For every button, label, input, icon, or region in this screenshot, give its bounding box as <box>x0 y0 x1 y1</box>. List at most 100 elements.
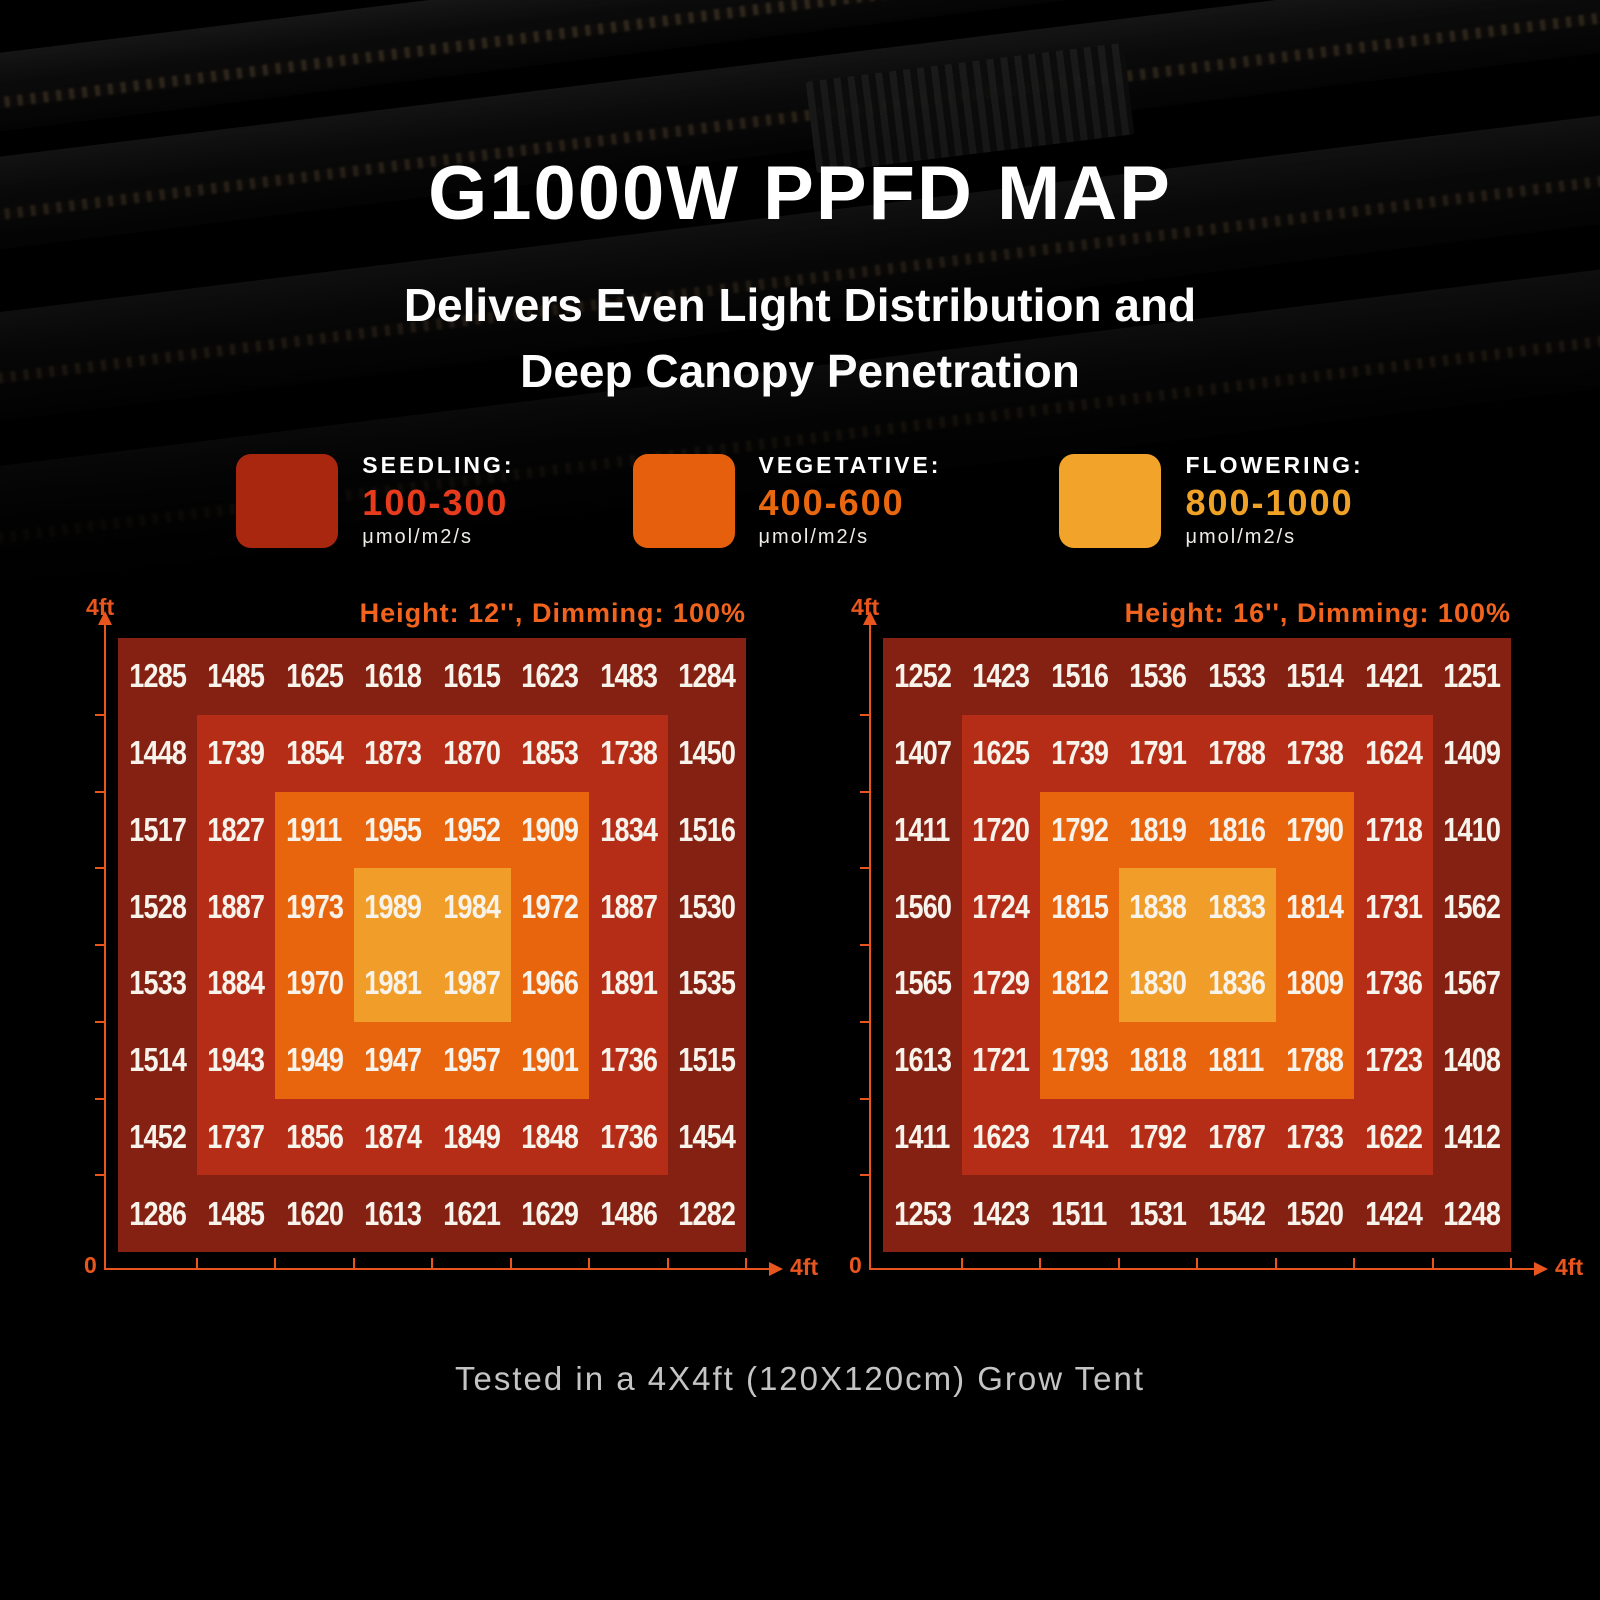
x-axis-arrow-icon <box>1534 1262 1548 1276</box>
ppfd-value-cell: 1452 <box>128 1117 187 1155</box>
x-axis-max-label: 4ft <box>790 1254 819 1280</box>
ppfd-value-cell: 1812 <box>1050 964 1109 1002</box>
ppfd-value-cell: 1853 <box>521 734 579 772</box>
ppfd-charts-row: Height: 12'', Dimming: 100% 4ft 1285 1485… <box>0 594 1600 1280</box>
legend-item-flowering: FLOWERING: 800-1000 μmol/m2/s <box>1059 452 1363 549</box>
ppfd-value-cell: 1560 <box>893 887 952 925</box>
ppfd-value-cell: 1972 <box>521 887 579 925</box>
zone-center <box>353 868 511 1022</box>
x-axis-tick <box>1353 1258 1355 1268</box>
x-axis-ticks <box>118 1258 747 1268</box>
y-axis-tick <box>860 713 869 716</box>
ppfd-value-cell: 1955 <box>364 810 422 848</box>
ppfd-value-cell: 1567 <box>1443 964 1501 1002</box>
y-axis-tick <box>860 1174 869 1177</box>
origin-label: 0 <box>84 1252 97 1278</box>
x-axis-tick <box>666 1258 669 1268</box>
ppfd-value-cell: 1407 <box>893 734 952 772</box>
ppfd-value-cell: 1483 <box>599 657 658 695</box>
ppfd-value-cell: 1788 <box>1207 734 1266 772</box>
ppfd-value-cell: 1542 <box>1207 1194 1266 1232</box>
ppfd-value-cell: 1613 <box>893 1041 952 1079</box>
ppfd-value-cell: 1625 <box>285 657 344 695</box>
ppfd-value-cell: 1284 <box>678 657 736 695</box>
ppfd-chart-height-16in: Height: 16'', Dimming: 100% 4ft 1252 1423… <box>843 594 1583 1280</box>
ppfd-value-cell: 1620 <box>285 1194 344 1232</box>
x-axis-tick <box>1117 1258 1120 1268</box>
ppfd-value-cell: 1731 <box>1364 887 1423 925</box>
ppfd-value-cell: 1947 <box>364 1041 422 1079</box>
heatmap-grid: 1285 1485 1625 1618 1615 1623 1483 1284 1448 1739… <box>118 638 746 1252</box>
ppfd-value-cell: 1286 <box>128 1194 187 1232</box>
legend-item-vegetative: VEGETATIVE: 400-600 μmol/m2/s <box>632 452 942 549</box>
ppfd-value-cell: 1811 <box>1208 1041 1265 1079</box>
y-axis-tick <box>95 867 104 870</box>
ppfd-value-cell: 1514 <box>128 1041 187 1079</box>
ppfd-value-cell: 1870 <box>442 734 501 772</box>
ppfd-value-cell: 1486 <box>599 1194 658 1232</box>
zone-center <box>1118 868 1276 1022</box>
ppfd-value-cell: 1533 <box>1207 657 1266 695</box>
ppfd-value-cell: 1957 <box>442 1041 501 1079</box>
light-bar-photo <box>0 0 1600 145</box>
flowering-color-swatch <box>1059 453 1162 548</box>
ppfd-value-cell: 1533 <box>128 964 187 1002</box>
legend-range: 800-1000 <box>1185 482 1354 523</box>
page-subtitle: Delivers Even Light Distribution and Dee… <box>0 272 1600 404</box>
ppfd-value-cell: 1721 <box>972 1041 1030 1079</box>
ppfd-value-cell: 1973 <box>285 887 344 925</box>
y-axis <box>860 611 877 1270</box>
legend-label: FLOWERING: <box>1185 452 1364 478</box>
x-axis-tick <box>588 1258 590 1268</box>
ppfd-value-cell: 1819 <box>1129 810 1187 848</box>
ppfd-value-cell: 1815 <box>1050 887 1109 925</box>
ppfd-value-cell: 1485 <box>207 1194 265 1232</box>
ppfd-value-cell: 1984 <box>442 887 501 925</box>
ppfd-value-cell: 1966 <box>521 964 579 1002</box>
ppfd-value-cell: 1788 <box>1286 1041 1344 1079</box>
ppfd-value-cell: 1423 <box>972 657 1030 695</box>
ppfd-value-cell: 1736 <box>1364 964 1423 1002</box>
ppfd-value-cell: 1787 <box>1207 1117 1266 1155</box>
ppfd-value-cell: 1613 <box>364 1194 422 1232</box>
legend-unit: μmol/m2/s <box>758 526 870 548</box>
x-axis-arrow-icon <box>769 1262 783 1276</box>
ppfd-value-cell: 1282 <box>678 1194 736 1232</box>
ppfd-value-cell: 1423 <box>972 1194 1030 1232</box>
ppfd-value-cell: 1981 <box>364 964 422 1002</box>
ppfd-value-cell: 1724 <box>972 887 1030 925</box>
ppfd-value-cell: 1816 <box>1207 810 1266 848</box>
x-axis-tick <box>745 1258 747 1268</box>
y-axis-tick <box>860 867 869 870</box>
x-axis-tick <box>1274 1258 1277 1268</box>
ppfd-value-cell: 1411 <box>894 810 951 848</box>
y-axis-tick <box>95 1097 104 1100</box>
x-axis-max-label: 4ft <box>1555 1254 1584 1280</box>
y-axis-tick <box>95 1020 104 1023</box>
ppfd-value-cell: 1943 <box>207 1041 265 1079</box>
ppfd-value-cell: 1737 <box>207 1117 265 1155</box>
ppfd-value-cell: 1624 <box>1364 734 1423 772</box>
ppfd-value-cell: 1621 <box>442 1194 501 1232</box>
heatmap-grid: 1252 1423 1516 1536 1533 1514 1421 1251 1407 1625… <box>883 638 1511 1252</box>
vegetative-color-swatch <box>632 453 735 548</box>
x-axis-tick <box>1510 1258 1512 1268</box>
origin-label: 0 <box>849 1252 862 1278</box>
ppfd-values: 1252 1423 1516 1536 1533 1514 1421 1251 1407 1625… <box>883 638 1511 1252</box>
ppfd-value-cell: 1625 <box>972 734 1030 772</box>
ppfd-value-cell: 1252 <box>893 657 952 695</box>
ppfd-value-cell: 1790 <box>1286 810 1344 848</box>
legend-label: SEEDLING: <box>362 452 515 478</box>
ppfd-value-cell: 1911 <box>286 810 343 848</box>
ppfd-value-cell: 1833 <box>1207 887 1266 925</box>
x-axis-tick <box>352 1258 355 1268</box>
plot-area: 4ft 1285 1485 1625 1618 1615 1623 1483 1284 1448… <box>78 594 818 1280</box>
ppfd-value-cell: 1792 <box>1050 810 1109 848</box>
ppfd-value-cell: 1989 <box>364 887 422 925</box>
legend-label: VEGETATIVE: <box>758 452 942 478</box>
y-axis-tick <box>95 1174 104 1177</box>
ppfd-value-cell: 1517 <box>128 810 187 848</box>
y-axis <box>95 611 112 1270</box>
ppfd-value-cell: 1485 <box>207 657 265 695</box>
ppfd-value-cell: 1515 <box>678 1041 736 1079</box>
